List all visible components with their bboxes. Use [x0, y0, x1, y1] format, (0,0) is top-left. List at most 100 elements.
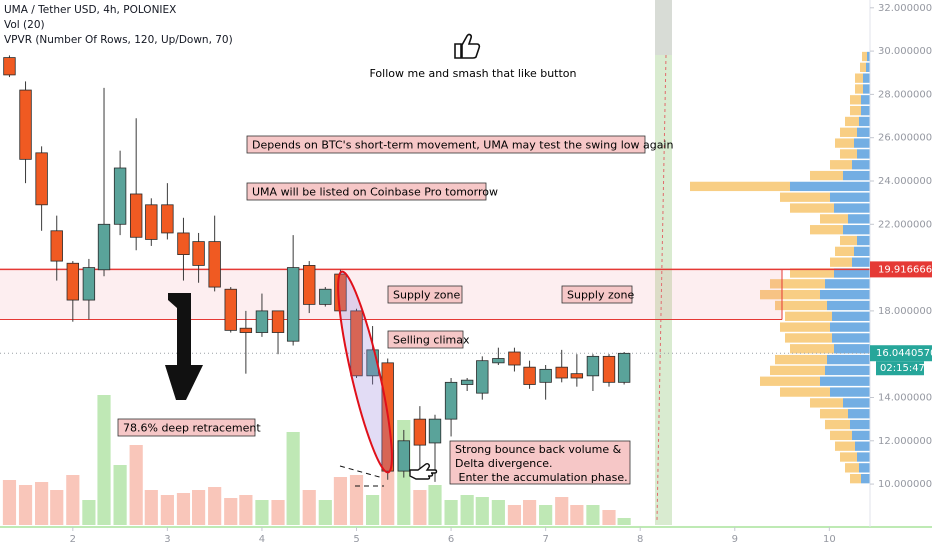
vp-down-bar [840, 452, 857, 462]
indicator-label: VPVR (Number Of Rows, 120, Up/Down, 70) [4, 34, 233, 46]
vp-up-bar [834, 344, 870, 354]
vp-down-bar [845, 116, 859, 127]
candle-body [50, 230, 63, 262]
note-box [117, 418, 256, 437]
candle-body [161, 204, 174, 234]
y-tick-label: 10.00000000 [878, 479, 932, 490]
price-marker-label: 19.91666665 [878, 264, 932, 275]
x-tick-label: 3 [164, 534, 170, 545]
volume-bar [35, 482, 49, 525]
vp-up-bar [848, 409, 870, 419]
vp-down-bar [835, 138, 854, 148]
vp-up-bar [867, 51, 870, 62]
x-tick-label: 4 [259, 534, 265, 545]
vp-down-bar [775, 300, 827, 311]
candle-body [224, 288, 237, 331]
volume-bar [602, 510, 616, 525]
candle-body [617, 352, 631, 383]
candle-body [3, 57, 16, 76]
volume-bar [2, 480, 17, 525]
countdown-box [876, 361, 924, 376]
volume-bar [176, 493, 191, 525]
vp-down-bar [810, 170, 843, 181]
vp-down-bar [760, 289, 820, 300]
vp-up-bar [830, 192, 870, 202]
vp-up-bar [790, 181, 870, 192]
vp-up-bar [825, 279, 870, 289]
vp-up-bar [834, 268, 870, 278]
countdown: 02:15:47 [880, 363, 925, 374]
vp-up-bar [820, 289, 870, 300]
note-text: Depends on BTC's short-term movement, UM… [252, 139, 673, 152]
vp-up-bar [861, 474, 870, 484]
vp-up-bar [834, 203, 870, 213]
vp-down-bar [775, 354, 827, 365]
candle-body [350, 310, 363, 377]
note-text: Strong bounce back volume & [455, 443, 622, 456]
candle-body [555, 366, 568, 379]
vp-up-bar [854, 246, 870, 257]
y-tick-label: 12.00000000 [878, 436, 932, 447]
chart-title: UMA / Tether USD, 4h, POLONIEX [4, 4, 176, 16]
vp-down-bar [830, 257, 852, 267]
vp-up-bar [852, 160, 870, 170]
candle-body [602, 355, 616, 383]
candle-body [255, 310, 269, 333]
vp-down-bar [770, 365, 825, 376]
candle-body [271, 310, 285, 333]
vp-up-bar [857, 452, 870, 462]
candle-body [177, 232, 190, 255]
vp-up-bar [843, 225, 870, 235]
annotations: Follow me and smash that like button Dep… [117, 33, 673, 487]
vp-down-bar [840, 235, 857, 246]
vp-up-bar [843, 398, 870, 408]
candle-body [413, 418, 427, 446]
x-tick-label: 5 [353, 534, 359, 545]
vp-down-bar [820, 409, 848, 419]
note-box [387, 330, 464, 349]
volume-bar [160, 495, 174, 525]
vp-down-bar [785, 311, 832, 321]
volume-bar [570, 505, 584, 525]
volume-bar [349, 475, 364, 525]
candle-body [366, 349, 379, 377]
session-band [655, 0, 672, 55]
note-text: Enter the accumulation phase. [455, 471, 628, 484]
vp-down-bar [780, 192, 830, 202]
candle-body [129, 193, 143, 238]
volume-bar [66, 475, 80, 525]
candle-body [570, 373, 584, 379]
volume-bar [475, 497, 489, 525]
candle-body [508, 351, 521, 366]
vp-up-bar [852, 430, 870, 441]
candle-body [539, 368, 552, 383]
y-tick-label: 14.00000000 [878, 392, 932, 403]
volume-bar [555, 497, 569, 525]
vp-up-bar [861, 105, 870, 116]
vp-down-bar [830, 160, 852, 170]
candle-body [444, 381, 458, 420]
vp-up-bar [857, 235, 870, 246]
vp-up-bar [859, 463, 870, 473]
volume-bar [191, 490, 206, 525]
session-band [655, 55, 672, 525]
note-text: Supply zone [567, 289, 634, 302]
vp-down-bar [825, 419, 850, 430]
volume [2, 395, 631, 525]
volume-bar [113, 465, 127, 525]
vp-down-bar [840, 127, 857, 137]
volume-bar [18, 485, 33, 525]
vp-down-bar [835, 441, 855, 451]
vp-up-bar [825, 365, 870, 376]
note-box [387, 285, 463, 304]
candle-body [208, 241, 221, 288]
vp-up-bar [863, 84, 870, 94]
vp-up-bar [850, 419, 870, 430]
vp-up-bar [854, 138, 870, 148]
candle-body [476, 360, 489, 394]
volume-bar [286, 432, 300, 525]
vp-down-bar [860, 62, 866, 72]
volume-bar [271, 500, 285, 525]
vp-up-bar [859, 116, 870, 127]
vp-down-bar [760, 376, 820, 386]
